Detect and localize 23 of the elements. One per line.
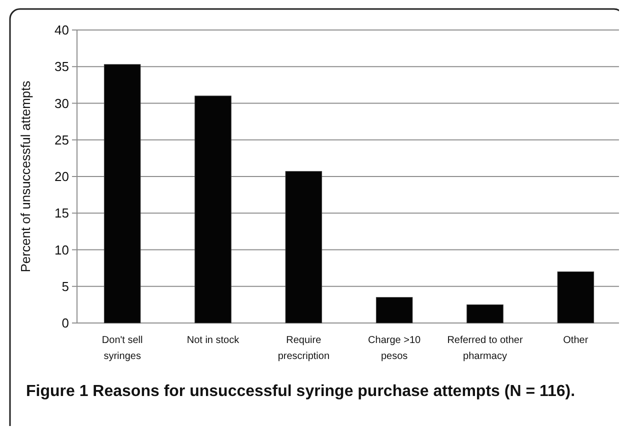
x-tick-label: Require prescription — [278, 335, 330, 362]
bar — [557, 271, 594, 324]
bar — [466, 304, 504, 324]
y-tick-label: 15 — [54, 206, 69, 221]
y-axis-title: Percent of unsuccessful attempts — [18, 80, 33, 272]
y-tick-label: 5 — [62, 278, 69, 294]
text: Figure 1 Reasons for unsuccessful syringe purchase attempts (N = 116). — [26, 383, 576, 400]
y-tick-label: 25 — [54, 132, 69, 148]
y-tick-label: 35 — [54, 59, 69, 74]
bar — [376, 297, 413, 324]
y-tick-label: 40 — [54, 22, 69, 38]
x-tick-label: Don't sell syringes — [102, 335, 143, 362]
bar — [285, 171, 322, 324]
bar — [194, 96, 232, 324]
x-tick-label: Referred to other pharmacy — [447, 335, 524, 362]
y-tick-label: 0 — [62, 316, 69, 331]
bar — [104, 64, 141, 324]
y-tick-label: 30 — [54, 96, 69, 111]
x-tick-label: Charge >10 pesos — [368, 335, 422, 362]
x-tick-label: Other — [563, 335, 589, 346]
y-tick-label: 10 — [54, 242, 69, 258]
y-tick-label: 20 — [54, 169, 69, 184]
x-tick-label: Not in stock — [186, 335, 240, 346]
